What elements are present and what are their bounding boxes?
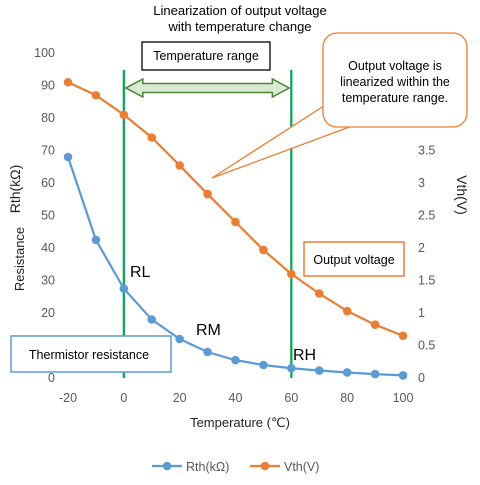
- x-tick-label: 100: [393, 391, 414, 405]
- data-point-vth: [314, 289, 324, 298]
- y-left-tick-label: 70: [41, 144, 55, 158]
- header-line-1: Linearization of output voltage: [153, 3, 326, 18]
- legend-label-rth: Rth(kΩ): [186, 460, 229, 474]
- double-arrow-icon: [124, 77, 291, 99]
- range-markers: [122, 70, 293, 378]
- data-point-vth: [63, 77, 73, 87]
- y-right-tick-label: 0: [418, 371, 425, 385]
- data-point-vth: [370, 320, 380, 330]
- data-point-vth: [175, 161, 184, 170]
- linearization-callout: [322, 32, 468, 128]
- x-tick-label: 40: [229, 391, 243, 405]
- data-point-vth: [398, 331, 408, 341]
- series-points: [63, 77, 408, 380]
- callout-line-2: linearized within the: [340, 75, 450, 89]
- data-point-vth: [147, 133, 157, 142]
- x-tick-label: 80: [340, 391, 354, 405]
- left-axis-ticks: 0102030405060708090100: [34, 46, 55, 385]
- data-point-rth: [370, 369, 380, 379]
- y-left-tick-label: 90: [41, 79, 55, 93]
- output-voltage-box: [303, 241, 405, 277]
- data-point-vth: [287, 269, 296, 279]
- y-right-tick-label: 0.5: [418, 339, 435, 353]
- y-left-axis-title-line-1: Resistance: [12, 227, 27, 291]
- data-point-vth: [231, 217, 240, 227]
- data-point-rth: [147, 315, 157, 324]
- region-label-rl: RL: [130, 264, 151, 281]
- y-right-axis-title: Vth(V): [454, 175, 470, 215]
- y-left-tick-label: 30: [41, 274, 55, 288]
- data-point-vth: [342, 306, 352, 316]
- data-point-rth: [287, 363, 296, 373]
- y-left-tick-label: 40: [41, 241, 55, 255]
- y-right-tick-label: 3.5: [418, 144, 435, 158]
- y-right-tick-label: 3: [418, 176, 425, 190]
- data-point-rth: [119, 284, 129, 293]
- legend-marker-rth: [162, 461, 172, 471]
- data-point-rth: [259, 360, 268, 370]
- region-label-rh: RH: [293, 347, 316, 364]
- thermistor-resistance-box: [10, 335, 172, 373]
- temperature-range-box: [141, 41, 271, 71]
- header-line-2: with temperature change: [167, 19, 311, 34]
- data-point-rth: [314, 366, 324, 375]
- x-tick-label: 60: [284, 391, 298, 405]
- y-left-tick-label: 100: [34, 46, 55, 60]
- y-left-tick-label: 60: [41, 176, 55, 190]
- data-point-rth: [63, 152, 73, 162]
- callout-line-3: temperature range.: [342, 91, 448, 105]
- x-axis-title: Temperature (℃): [190, 415, 290, 430]
- y-left-axis-title-line-2: Rth(kΩ): [7, 165, 23, 214]
- data-point-rth: [91, 235, 101, 245]
- x-tick-label: 20: [173, 391, 187, 405]
- callout-line-1: Output voltage is: [348, 59, 442, 73]
- output-voltage-label: Output voltage: [313, 253, 394, 267]
- y-right-tick-label: 1: [418, 306, 425, 320]
- legend-marker-vth: [260, 461, 270, 471]
- data-point-vth: [91, 90, 101, 100]
- data-point-rth: [342, 368, 352, 377]
- y-right-tick-label: 2: [418, 241, 425, 255]
- x-tick-label: 0: [120, 391, 127, 405]
- data-point-rth: [203, 347, 212, 357]
- y-left-tick-label: 80: [41, 111, 55, 125]
- y-left-tick-label: 0: [48, 371, 55, 385]
- x-tick-label: -20: [59, 391, 77, 405]
- region-label-rm: RM: [196, 322, 221, 339]
- legend-label-vth: Vth(V): [284, 460, 319, 474]
- y-right-tick-label: 1.5: [418, 274, 435, 288]
- right-axis-ticks: 0 0.5 1 1.5 2 2.5 3 3.5: [418, 144, 435, 386]
- y-left-tick-label: 50: [41, 209, 55, 223]
- y-left-tick-label: 20: [41, 306, 55, 320]
- data-point-vth: [203, 189, 212, 199]
- y-right-tick-label: 2.5: [418, 209, 435, 223]
- legend: Rth(kΩ) Vth(V): [152, 460, 319, 474]
- thermistor-resistance-label: Thermistor resistance: [29, 348, 149, 362]
- data-point-rth: [175, 334, 184, 344]
- temperature-range-label: Temperature range: [153, 49, 259, 63]
- data-point-vth: [259, 245, 268, 255]
- data-point-rth: [231, 355, 240, 365]
- data-point-rth: [398, 371, 408, 380]
- x-axis-ticks: -20 0 20 40 60 80 100: [59, 391, 414, 405]
- data-point-vth: [119, 110, 129, 120]
